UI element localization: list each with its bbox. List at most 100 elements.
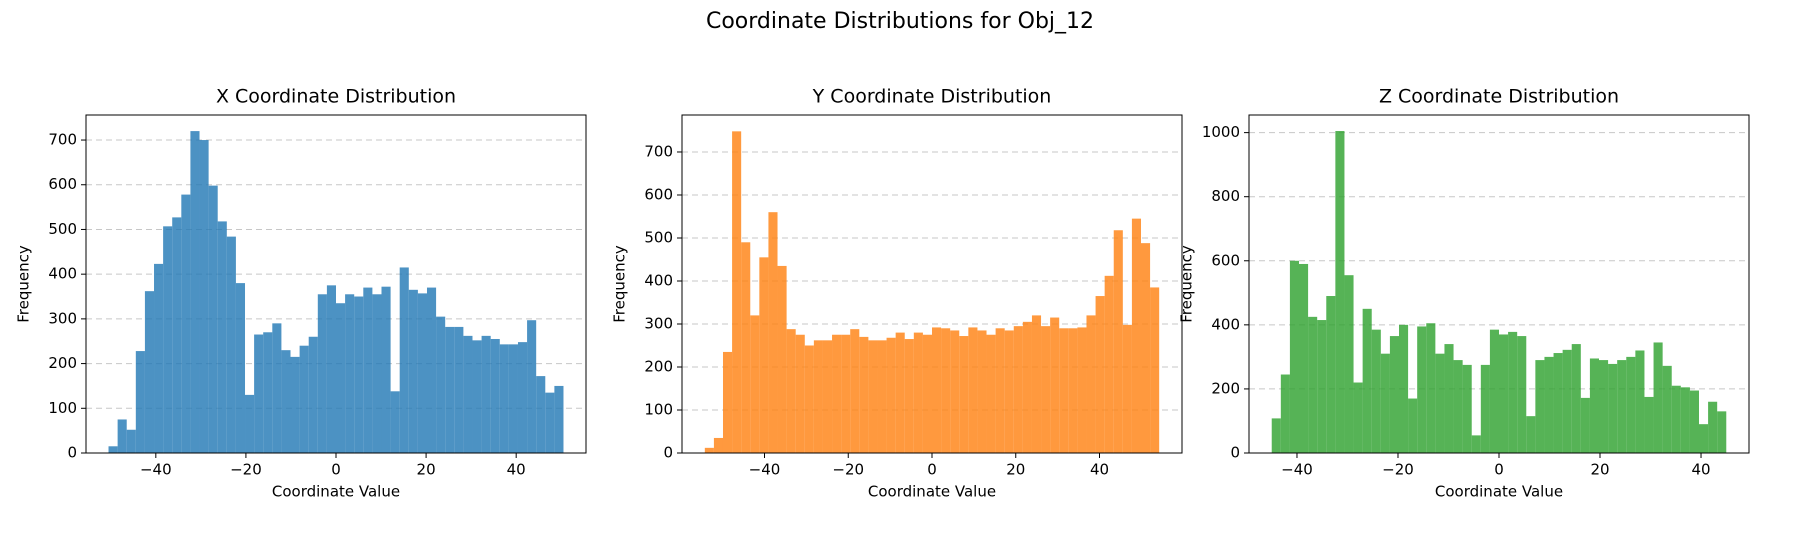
y-axis-label: Frequency (1178, 245, 1196, 323)
bar (1562, 349, 1572, 453)
x-axis-label: Coordinate Value (1435, 483, 1563, 501)
bar (1086, 315, 1096, 453)
bar (217, 221, 227, 453)
bar (1104, 275, 1114, 453)
bar (381, 286, 391, 453)
bar (135, 351, 145, 453)
bar (859, 336, 869, 453)
y-tick-label: 600 (1211, 251, 1240, 269)
bar (1389, 336, 1399, 453)
y-tick-label: 400 (48, 265, 77, 283)
bar (1526, 416, 1536, 453)
bar (1635, 350, 1645, 453)
bar (868, 340, 878, 453)
bar (1699, 424, 1709, 453)
bar (950, 330, 960, 453)
y-tick-label: 200 (1211, 379, 1240, 397)
bar (108, 446, 118, 453)
bar (263, 332, 273, 453)
bar (1680, 387, 1690, 453)
bar (795, 334, 805, 453)
bar (1095, 296, 1105, 453)
bar (1708, 401, 1718, 453)
bar (1289, 260, 1299, 453)
bar (822, 340, 833, 453)
bar (272, 323, 282, 453)
bar (445, 326, 455, 453)
axes-frame (1248, 114, 1750, 454)
bar (299, 345, 309, 453)
bar (1353, 382, 1363, 453)
bar (490, 338, 500, 453)
x-axis-label: Coordinate Value (868, 483, 996, 501)
y-tick-label: 100 (48, 399, 77, 417)
bar (1371, 329, 1381, 453)
y-tick-label: 600 (48, 175, 77, 193)
bar (1608, 363, 1618, 453)
bar (545, 392, 555, 453)
bar (986, 334, 996, 453)
bar (1077, 327, 1087, 453)
bar (1671, 385, 1681, 453)
bar (199, 140, 209, 453)
bar (1489, 329, 1499, 453)
bar (226, 236, 236, 453)
x-tick-label: 40 (1691, 461, 1710, 479)
x-tick-label: 20 (417, 461, 436, 479)
bar (163, 226, 173, 453)
bar (290, 356, 300, 453)
bar (436, 316, 446, 453)
bar (1399, 324, 1409, 453)
bar (245, 394, 255, 453)
axes-frame (85, 114, 587, 454)
x-tick-label: 40 (507, 461, 526, 479)
bar (208, 185, 218, 454)
x-tick-label: −40 (749, 461, 781, 479)
bar (499, 344, 509, 453)
bar (1317, 320, 1327, 453)
bar (154, 263, 164, 453)
bar (1417, 326, 1427, 453)
bar (1362, 308, 1372, 453)
bar (326, 285, 336, 453)
x-tick-label: 40 (1090, 461, 1109, 479)
bar (1589, 358, 1599, 453)
bar (1617, 360, 1627, 453)
bar (481, 335, 491, 453)
bar (1326, 296, 1336, 453)
x-tick-label: −40 (140, 461, 172, 479)
y-tick-label: 0 (1230, 444, 1240, 462)
bar (463, 335, 473, 453)
bar (1508, 331, 1518, 453)
bar (181, 194, 191, 453)
bar (977, 330, 987, 453)
bar (1059, 328, 1069, 453)
y-tick-label: 0 (67, 444, 77, 462)
bar (1271, 418, 1281, 453)
y-tick-label: 200 (48, 354, 77, 372)
bar (704, 447, 714, 453)
bar (281, 350, 291, 453)
bar (759, 257, 769, 453)
y-tick-label: 400 (644, 271, 673, 289)
y-tick-label: 500 (644, 228, 673, 246)
y-tick-label: 100 (644, 400, 673, 418)
y-axis-label: Frequency (611, 245, 629, 323)
x-tick-label: −40 (1281, 461, 1313, 479)
y-tick-label: 800 (1211, 187, 1240, 205)
bar (1517, 336, 1527, 453)
x-axis-label: Coordinate Value (272, 483, 400, 501)
bar (722, 351, 733, 453)
bar (536, 376, 546, 453)
x-tick-label: 20 (1006, 461, 1025, 479)
bar (1480, 364, 1490, 453)
bar (777, 265, 787, 453)
bar (904, 339, 914, 453)
bar (1068, 328, 1078, 453)
y-tick-label: 600 (644, 185, 673, 203)
axes-title: Z Coordinate Distribution (1379, 86, 1619, 108)
y-axis-label: Frequency (15, 245, 33, 323)
bar (741, 242, 751, 453)
bar (454, 326, 464, 453)
